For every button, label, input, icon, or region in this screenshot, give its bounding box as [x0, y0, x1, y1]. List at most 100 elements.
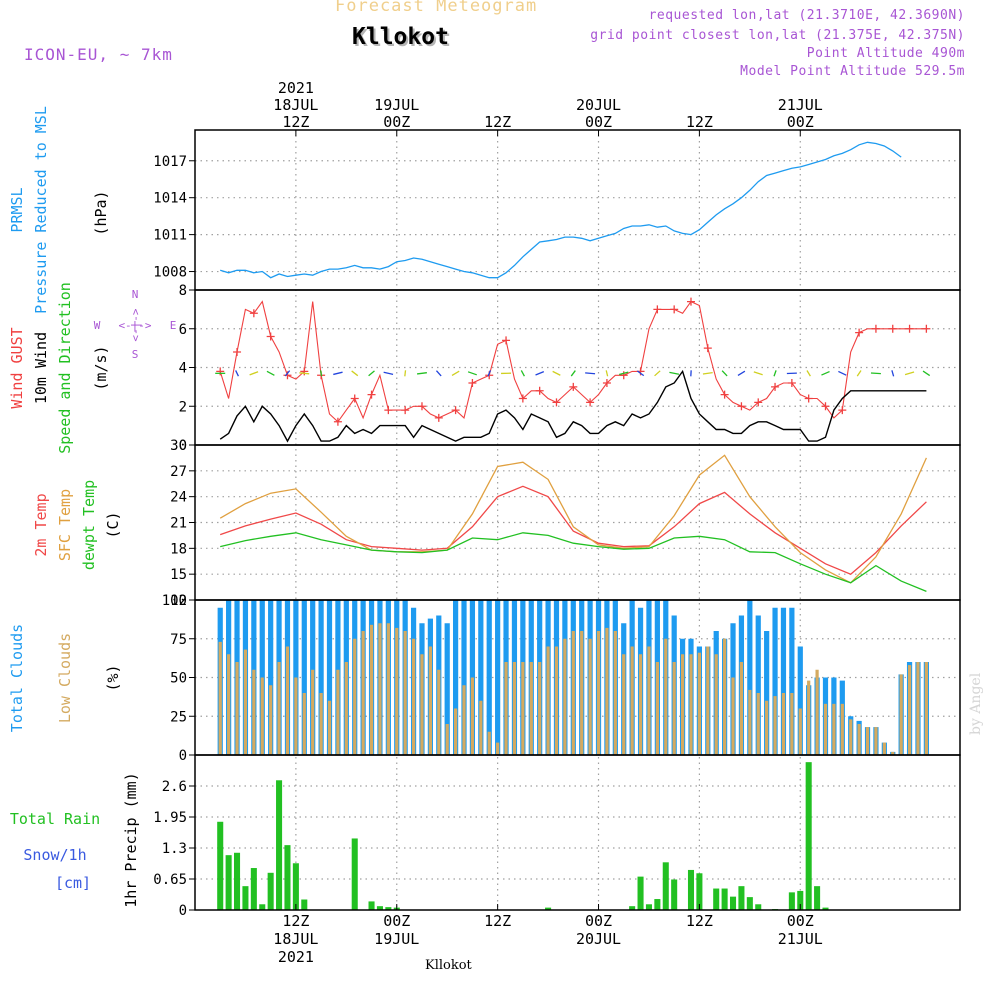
total-cloud-bar: [461, 600, 467, 755]
time-tick-label-top: 00Z: [585, 113, 612, 131]
panel-side-labels: PRMSL Pressure Reduced to MSL (hPa) Wind GU…: [8, 106, 176, 908]
rain-bar: [376, 906, 383, 910]
total-clouds-label: Total Clouds: [8, 624, 26, 732]
rain-bar: [284, 845, 291, 910]
gust-marker: [922, 324, 931, 333]
gust-marker: [670, 305, 679, 314]
gust-marker: [619, 371, 628, 380]
low-cloud-bar: [521, 662, 525, 755]
gust-marker: [552, 398, 561, 407]
model-label: ICON-EU, ~ 7km: [24, 45, 173, 64]
low-cloud-bar: [823, 703, 828, 755]
total-cloud-bar: [326, 600, 333, 755]
low-clouds-label: Low Clouds: [56, 633, 74, 723]
panel-frame: [194, 754, 961, 911]
wind-direction-arrow: [753, 371, 763, 376]
wind-direction-arrow: [383, 371, 394, 375]
rain-bar: [721, 888, 728, 910]
date-label-top: 21JUL: [778, 96, 823, 114]
pressure-panel: 1008 1011 1014 1017: [153, 141, 902, 281]
total-cloud-bar: [495, 600, 501, 755]
y-tick-label: 1011: [153, 228, 187, 244]
compass-vertical: <-|->: [129, 308, 142, 341]
low-cloud-bar: [353, 638, 357, 755]
total-cloud-bar: [764, 631, 770, 755]
low-cloud-bar: [260, 677, 264, 755]
rain-bar: [250, 868, 257, 910]
rain-bar: [696, 873, 703, 910]
y-tick-label: 2: [179, 399, 187, 415]
gust-marker: [855, 328, 864, 337]
rain-bar: [738, 886, 745, 910]
gust-marker: [451, 406, 460, 415]
rain-bar: [713, 888, 720, 910]
wind-direction-arrow: [636, 370, 645, 377]
wind-panel: 0 2 4 6 8: [179, 283, 931, 454]
date-label-bottom: 21JUL: [778, 930, 823, 948]
low-cloud-bar: [512, 662, 517, 755]
pressure-unit-label: (hPa): [92, 190, 110, 235]
wind-speed-label: 10m Wind: [32, 332, 50, 404]
rain-bar: [242, 886, 249, 910]
time-tick-label-top: 12Z: [686, 113, 713, 131]
date-label-top: 18JUL: [273, 96, 318, 114]
low-cloud-bar: [765, 700, 769, 755]
temp-dewpt-line: [220, 532, 927, 593]
low-cloud-bar: [739, 662, 744, 755]
low-cloud-bar: [428, 646, 432, 755]
wind-direction-arrow: [821, 370, 830, 376]
y-tick-label: 30: [170, 438, 187, 454]
low-cloud-bar: [857, 724, 861, 755]
gust-marker: [703, 344, 712, 353]
compass-horizontal: <-|->: [118, 319, 151, 332]
low-cloud-bar: [344, 662, 348, 755]
rain-bar: [368, 901, 375, 910]
low-cloud-bar: [504, 662, 508, 755]
gust-marker: [384, 406, 393, 415]
low-cloud-bar: [723, 638, 727, 755]
low-cloud-bar: [849, 719, 853, 755]
low-cloud-bar: [319, 693, 323, 755]
gust-marker: [518, 394, 527, 403]
precip-axis-label: 1hr Precip (mm): [122, 772, 140, 907]
y-tick-label: 1017: [153, 154, 187, 170]
footer-station-name: Kllokot: [425, 958, 472, 973]
wind-direction-arrow: [806, 370, 811, 377]
low-cloud-bar: [411, 638, 416, 755]
gust-marker: [266, 332, 275, 341]
low-cloud-bar: [378, 623, 382, 755]
low-cloud-bar: [630, 646, 634, 755]
wind-direction-arrow: [721, 370, 728, 377]
rain-label: Total Rain: [10, 810, 100, 828]
wind-direction-arrow: [435, 370, 442, 377]
y-tick-label: 75: [170, 632, 187, 648]
rain-bar: [822, 907, 829, 910]
wind-direction-arrow: [535, 371, 545, 376]
low-cloud-bar: [596, 631, 601, 755]
low-cloud-bar: [781, 693, 786, 755]
wind-direction-arrow: [368, 370, 375, 377]
low-cloud-bar: [622, 654, 626, 755]
low-cloud-bar: [655, 662, 659, 755]
low-cloud-bar: [773, 696, 777, 755]
total-cloud-bar: [478, 600, 484, 755]
low-cloud-bar: [874, 727, 878, 755]
low-cloud-bar: [420, 654, 424, 755]
y-tick-label: 24: [170, 490, 187, 506]
wind-direction-arrow: [737, 370, 746, 377]
y-tick-label: 15: [170, 567, 187, 583]
y-tick-label: 0.65: [153, 872, 187, 888]
time-tick-label-bottom: 00Z: [787, 912, 814, 930]
time-axis-labels: 12Z12Z18JUL18JUL00Z00Z19JUL19JUL12Z12Z00…: [273, 79, 823, 966]
total-cloud-bar: [780, 607, 787, 755]
gust-marker: [804, 394, 813, 403]
date-label-bottom: 19JUL: [374, 930, 419, 948]
wind-direction-arrow: [520, 370, 525, 377]
y-tick-label: 25: [170, 709, 187, 725]
y-tick-label: 100: [162, 593, 187, 609]
clouds-unit-label: (%): [104, 664, 122, 691]
y-tick-label: 1.95: [153, 810, 187, 826]
rain-bar: [545, 907, 552, 910]
low-cloud-bar: [731, 677, 735, 755]
